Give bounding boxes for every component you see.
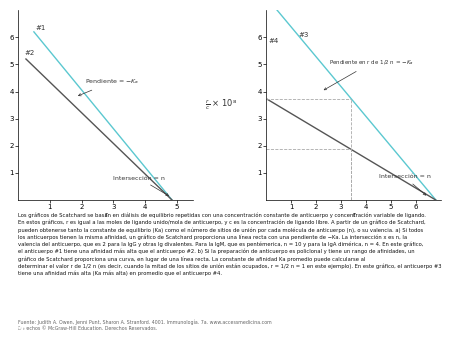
Text: #3: #3 (299, 32, 309, 38)
Text: MH: MH (16, 326, 27, 331)
Text: #4: #4 (269, 38, 279, 44)
Text: #2: #2 (24, 50, 35, 56)
X-axis label: r: r (104, 212, 107, 218)
Text: $\frac{r}{c}$ × 10⁸: $\frac{r}{c}$ × 10⁸ (205, 98, 237, 112)
Text: Pendiente en r de 1/2 n = $-K_a$: Pendiente en r de 1/2 n = $-K_a$ (324, 58, 414, 90)
Text: #1: #1 (36, 25, 46, 31)
Text: Los gráficos de Scatchard se basan en diálisis de equilibrio repetidas con una c: Los gráficos de Scatchard se basan en di… (18, 213, 441, 276)
Text: Pendiente = $-K_a$: Pendiente = $-K_a$ (78, 77, 139, 96)
Text: Intersección = n: Intersección = n (378, 174, 431, 195)
X-axis label: r: r (352, 212, 355, 218)
Text: Fuente: Judith A. Owen, Jenni Punt, Sharon A. Stranford. 4001. Immunología. 7a. : Fuente: Judith A. Owen, Jenni Punt, Shar… (18, 319, 272, 331)
Text: Intersección = n: Intersección = n (113, 176, 168, 196)
